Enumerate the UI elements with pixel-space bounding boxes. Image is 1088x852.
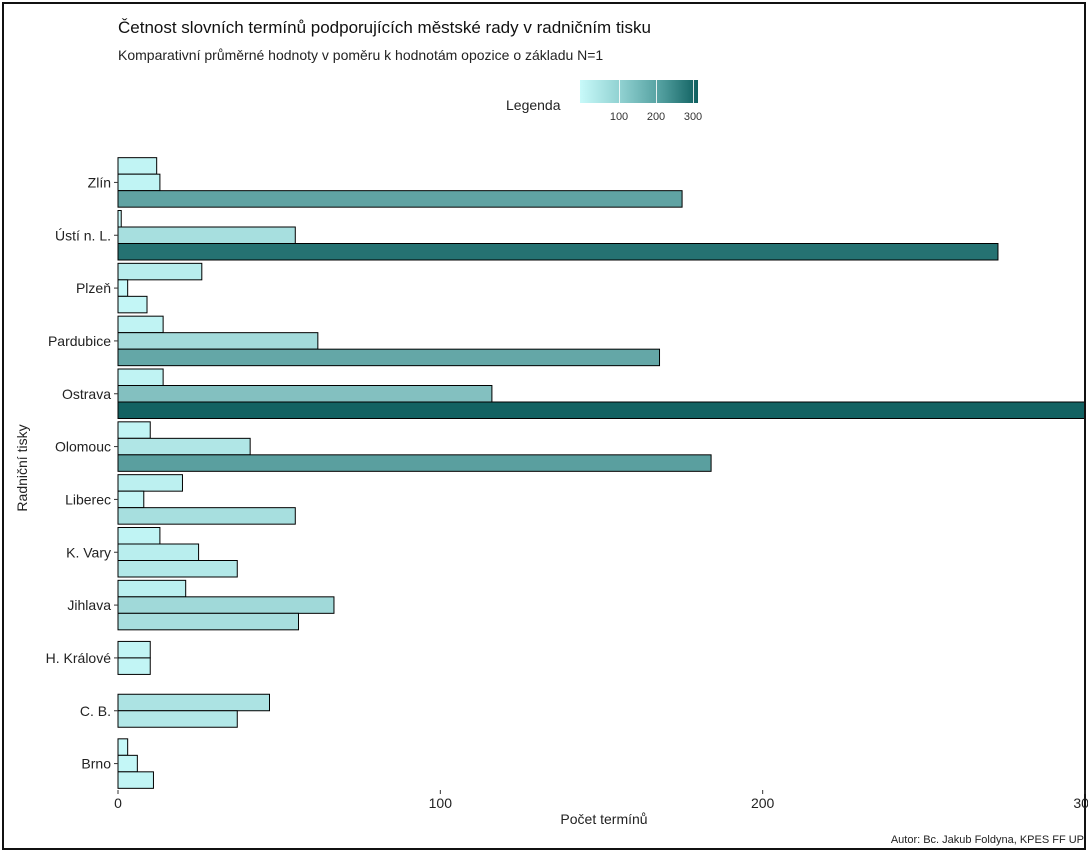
x-tick-label: 100	[429, 795, 453, 811]
legend-tick-mark	[693, 80, 694, 103]
bar	[117, 157, 158, 175]
bar	[117, 543, 200, 561]
bar	[117, 315, 164, 334]
bar	[117, 490, 145, 509]
bar	[117, 612, 300, 631]
legend-tick-label: 200	[646, 111, 666, 123]
bar	[117, 579, 187, 598]
y-tick-label: C. B.	[80, 703, 111, 719]
bar	[117, 693, 270, 712]
bar	[117, 437, 251, 456]
bar	[117, 771, 154, 789]
x-tick-label: 300	[1073, 795, 1088, 811]
bar	[117, 295, 148, 314]
bar	[117, 560, 238, 578]
bar	[117, 527, 161, 545]
bar	[117, 210, 122, 228]
x-tick-label: 0	[114, 795, 122, 811]
bar	[117, 754, 138, 773]
chart-subtitle: Komparativní průměrné hodnoty v poměru k…	[118, 47, 604, 63]
y-tick-label: Zlín	[88, 174, 111, 190]
bar	[117, 640, 151, 659]
y-tick-label: Ústí n. L.	[55, 227, 111, 243]
y-tick-label: H. Králové	[46, 650, 112, 666]
bar	[117, 226, 296, 244]
y-tick-label: Olomouc	[55, 439, 111, 455]
bar	[117, 243, 999, 261]
bar	[117, 279, 129, 297]
bar	[117, 596, 335, 614]
bar	[117, 401, 1084, 419]
y-tick-label: K. Vary	[66, 544, 111, 560]
author-credit: Autor: Bc. Jakub Foldyna, KPES FF UP	[890, 834, 1084, 846]
y-tick-label: Liberec	[65, 491, 111, 507]
bars-group	[117, 157, 1084, 789]
y-tick-label: Pardubice	[48, 333, 111, 349]
bar	[117, 738, 129, 756]
legend-color-bar	[580, 80, 698, 103]
y-tick-label: Plzeň	[76, 280, 111, 296]
y-tick-label: Ostrava	[62, 386, 111, 402]
bar	[117, 421, 151, 439]
bar	[117, 190, 683, 208]
legend-title: Legenda	[506, 97, 561, 113]
bar	[117, 474, 183, 492]
legend-tick-label: 300	[683, 111, 703, 123]
legend-tick-mark	[619, 80, 620, 103]
legend-tick-mark	[656, 80, 657, 103]
bar	[117, 507, 296, 525]
legend-tick-label: 100	[609, 111, 629, 123]
bar	[117, 173, 161, 192]
bar	[117, 348, 661, 367]
bar	[117, 332, 319, 350]
chart-title: Četnost slovních termínů podporujících m…	[118, 18, 651, 37]
y-tick-label: Brno	[81, 756, 111, 772]
x-tick-label: 200	[751, 795, 775, 811]
y-tick-label: Jihlava	[67, 597, 111, 613]
bar	[117, 368, 164, 386]
bar	[117, 710, 238, 728]
bar	[117, 454, 712, 472]
bar	[117, 657, 151, 675]
bar	[117, 262, 203, 281]
bar	[117, 385, 493, 403]
x-axis-title: Počet termínů	[560, 811, 648, 827]
